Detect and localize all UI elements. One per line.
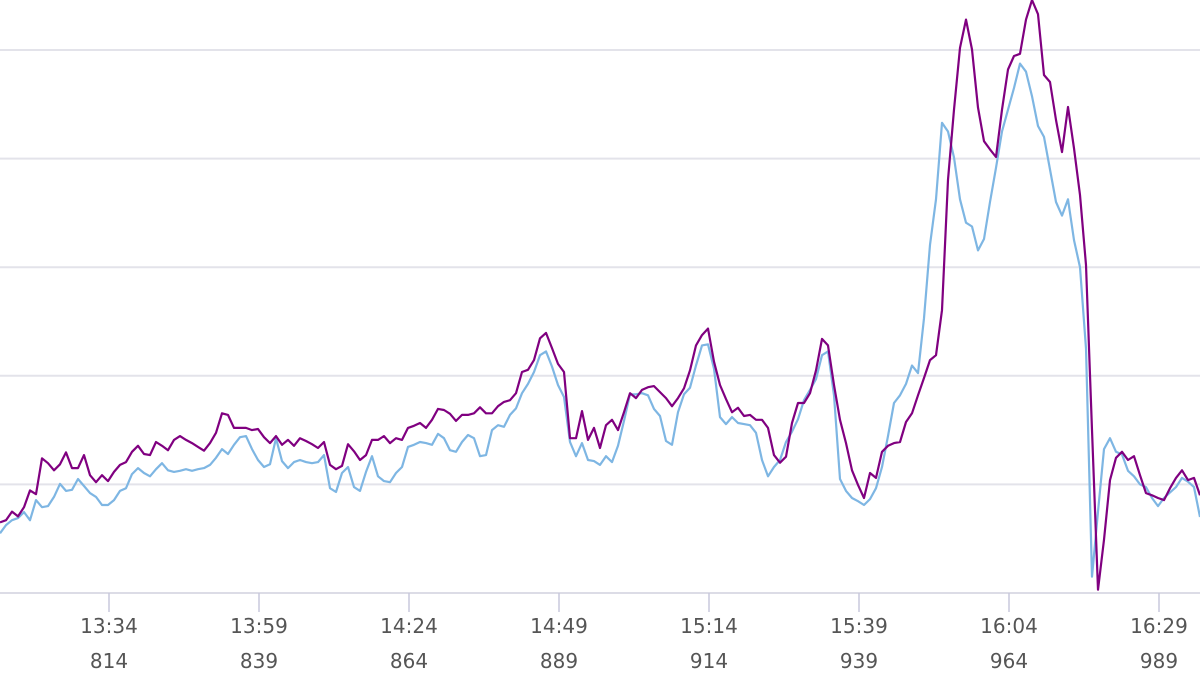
tick-index-label: 939: [840, 649, 878, 673]
tick-time-label: 15:39: [830, 614, 888, 638]
y-gridlines: [0, 49, 1200, 486]
x-tick: 13:34 814: [80, 593, 138, 673]
tick-index-label: 839: [240, 649, 278, 673]
tick-time-label: 16:04: [980, 614, 1038, 638]
x-tick: 14:49 889: [530, 593, 588, 673]
x-tick: 14:24 864: [380, 593, 438, 673]
x-tick: 16:29 989: [1130, 593, 1188, 673]
tick-index-label: 864: [390, 649, 428, 673]
series-lower-line: [0, 62, 1200, 578]
x-tick: 16:04 964: [980, 593, 1038, 673]
tick-time-label: 16:29: [1130, 614, 1188, 638]
series-upper-line: [0, 0, 1200, 591]
tick-index-label: 989: [1140, 649, 1178, 673]
tick-index-label: 964: [990, 649, 1028, 673]
x-axis-ticks: 13:34 814 13:59 839 14:24 864 14:49 889 15:14 914…: [80, 593, 1188, 673]
tick-index-label: 914: [690, 649, 728, 673]
tick-time-label: 13:34: [80, 614, 138, 638]
x-tick: 13:59 839: [230, 593, 288, 673]
tick-index-label: 814: [90, 649, 128, 673]
x-tick: 15:39 939: [830, 593, 888, 673]
tick-time-label: 15:14: [680, 614, 738, 638]
series-layer: [0, 0, 1200, 591]
tick-time-label: 14:24: [380, 614, 438, 638]
tick-index-label: 889: [540, 649, 578, 673]
tick-time-label: 13:59: [230, 614, 288, 638]
x-tick: 15:14 914: [680, 593, 738, 673]
tick-time-label: 14:49: [530, 614, 588, 638]
